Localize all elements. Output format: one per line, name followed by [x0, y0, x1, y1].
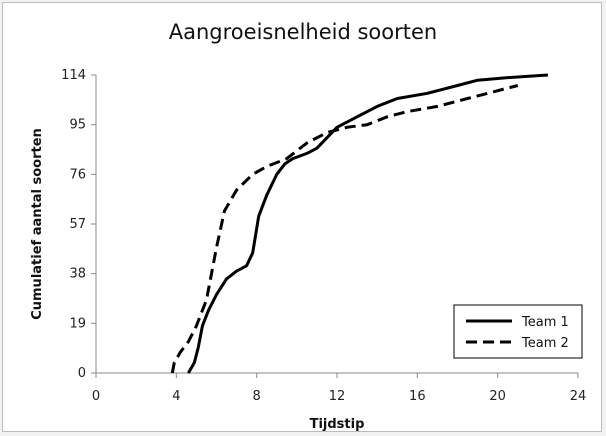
y-tick-label: 38	[69, 267, 86, 282]
chart-frame	[2, 2, 602, 432]
y-tick-label: 114	[61, 68, 86, 83]
legend-label-2: Team 2	[521, 336, 569, 351]
x-tick-label: 20	[489, 389, 506, 404]
series-line-2	[170, 84, 519, 374]
x-tick-label: 16	[409, 389, 426, 404]
x-axis-title: Tijdstip	[310, 417, 365, 432]
chart-axes: 0 19 38 57 76 95 114 0 4 8 12 16 20 24	[61, 68, 586, 404]
x-tick-label: 12	[329, 389, 346, 404]
y-axis-title: Cumulatief aantal soorten	[30, 128, 45, 320]
chart-title: Aangroeisnelheid soorten	[168, 20, 438, 44]
series-layer	[170, 73, 548, 374]
y-tick-label: 76	[69, 167, 86, 182]
y-tick-label: 19	[69, 316, 86, 331]
chart-legend: Team 1 Team 2	[453, 304, 583, 359]
x-tick-label: 0	[92, 389, 100, 404]
x-tick-label: 4	[172, 389, 180, 404]
legend-label-1: Team 1	[521, 315, 569, 330]
x-tick-label: 8	[253, 389, 261, 404]
legend-box	[453, 304, 583, 359]
x-tick-label: 24	[570, 389, 587, 404]
y-tick-label: 0	[78, 366, 86, 381]
y-tick-label: 57	[69, 217, 86, 232]
series-line-1	[187, 73, 548, 374]
y-tick-label: 95	[69, 118, 86, 133]
